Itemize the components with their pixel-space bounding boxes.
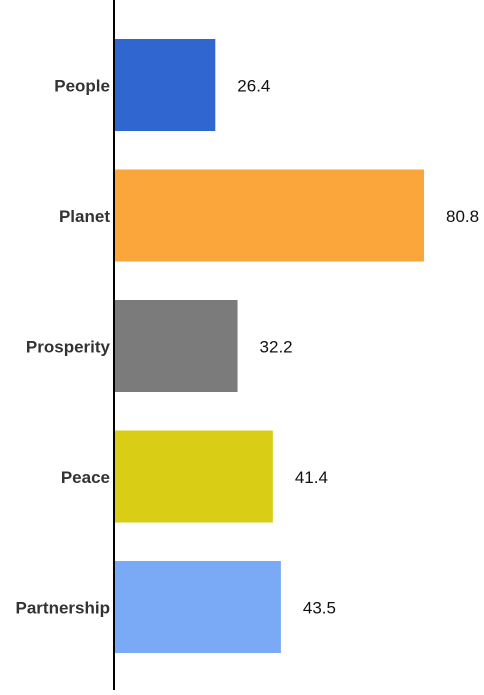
value-label-planet: 80.8 xyxy=(446,207,479,226)
value-labels-group: 26.4 80.8 32.2 41.4 43.5 xyxy=(237,76,479,617)
value-label-peace: 41.4 xyxy=(295,468,328,487)
bar-peace xyxy=(114,430,273,523)
category-label-partnership: Partnership xyxy=(16,598,110,617)
value-label-people: 26.4 xyxy=(237,76,270,95)
bar-people xyxy=(114,39,216,131)
bar-prosperity xyxy=(114,300,238,392)
value-label-partnership: 43.5 xyxy=(303,598,336,617)
value-label-prosperity: 32.2 xyxy=(260,337,293,356)
category-label-planet: Planet xyxy=(59,207,110,226)
bar-partnership xyxy=(114,561,281,653)
category-labels-group: People Planet Prosperity Peace Partnership xyxy=(16,76,111,617)
bars-group xyxy=(114,39,424,653)
category-label-people: People xyxy=(54,76,110,95)
bar-planet xyxy=(114,169,424,262)
category-label-prosperity: Prosperity xyxy=(26,337,111,356)
category-label-peace: Peace xyxy=(61,468,110,487)
